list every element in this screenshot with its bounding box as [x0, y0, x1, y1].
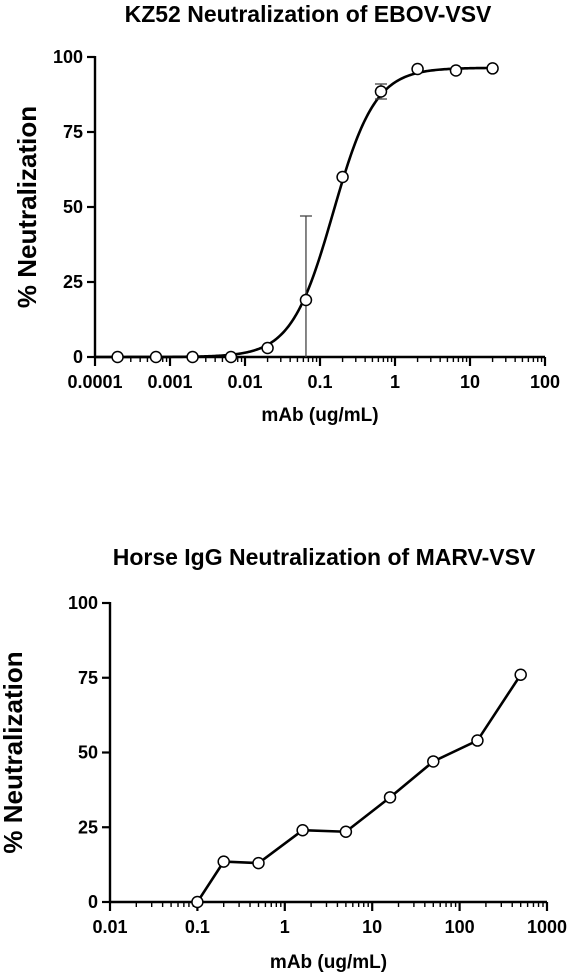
x-tick-label: 100 — [445, 917, 475, 937]
data-point — [486, 62, 499, 75]
data-point — [186, 350, 199, 364]
x-tick-label: 10 — [460, 372, 480, 392]
data-point — [299, 293, 313, 307]
y-tick-label: 25 — [63, 272, 83, 292]
data-point — [252, 856, 265, 870]
data-point — [427, 755, 440, 768]
y-tick-label: 75 — [78, 668, 98, 688]
chart-1: KZ52 Neutralization of EBOV-VSV % Neutral… — [12, 1, 560, 426]
data-point — [471, 734, 484, 747]
y-tick-label: 100 — [53, 47, 83, 67]
x-tick-label: 100 — [530, 372, 560, 392]
x-tick-label: 0.1 — [185, 917, 210, 937]
data-point — [217, 855, 230, 868]
x-tick-label: 0.01 — [227, 372, 262, 392]
data-point — [336, 170, 349, 184]
y-axis-label: % Neutralization — [0, 651, 28, 853]
chart-title: Horse IgG Neutralization of MARV-VSV — [113, 544, 536, 570]
fit-curve — [95, 66, 493, 359]
x-tick-label: 0.01 — [92, 917, 127, 937]
data-point — [514, 668, 527, 682]
data-point — [111, 350, 124, 364]
data-point — [411, 62, 424, 76]
x-tick-label: 1 — [390, 372, 400, 392]
data-point — [191, 895, 204, 909]
data-point — [383, 791, 397, 804]
y-tick-label: 0 — [88, 892, 98, 912]
y-tick-label: 50 — [63, 197, 83, 217]
x-tick-label: 10 — [362, 917, 382, 937]
y-tick-label: 100 — [68, 593, 98, 613]
y-tick-label: 0 — [73, 347, 83, 367]
data-point — [339, 825, 353, 838]
y-tick-label: 50 — [78, 743, 98, 763]
data-point — [449, 64, 463, 77]
chart-2: Horse IgG Neutralization of MARV-VSV % Ne… — [0, 544, 567, 973]
x-axis-label: mAb (ug/mL) — [270, 952, 387, 973]
data-point — [374, 85, 388, 98]
y-tick-label: 25 — [78, 817, 98, 837]
data-point — [261, 341, 274, 355]
x-axis-label: mAb (ug/mL) — [261, 405, 378, 426]
y-tick-label: 75 — [63, 122, 83, 142]
x-tick-label: 0.001 — [147, 372, 192, 392]
data-point — [149, 350, 163, 364]
x-tick-label: 1000 — [527, 917, 567, 937]
x-tick-label: 0.1 — [307, 372, 332, 392]
x-tick-label: 0.0001 — [67, 372, 122, 392]
data-point — [296, 823, 309, 837]
chart-title: KZ52 Neutralization of EBOV-VSV — [125, 1, 492, 27]
data-point — [224, 350, 238, 364]
series-line — [196, 674, 522, 903]
y-axis-label: % Neutralization — [12, 106, 42, 308]
x-tick-label: 1 — [280, 917, 290, 937]
